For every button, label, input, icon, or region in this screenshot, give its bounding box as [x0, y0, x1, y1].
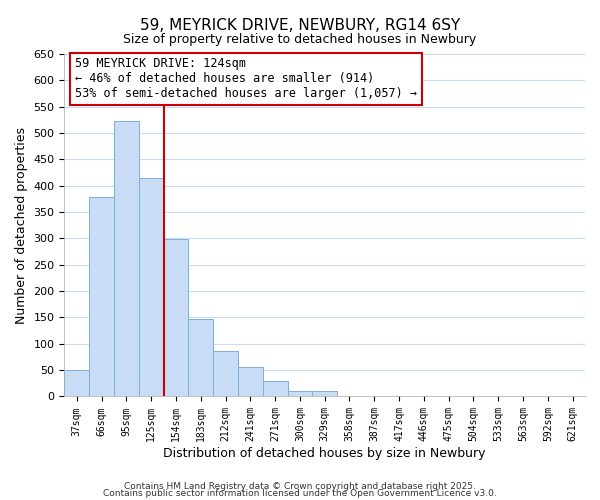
Bar [313, 391, 337, 396]
Y-axis label: Number of detached properties: Number of detached properties [15, 126, 28, 324]
Bar [263, 381, 287, 396]
Bar [213, 350, 238, 397]
Bar [188, 319, 213, 396]
Bar [64, 370, 89, 396]
Text: 59 MEYRICK DRIVE: 124sqm
← 46% of detached houses are smaller (914)
53% of semi-: 59 MEYRICK DRIVE: 124sqm ← 46% of detach… [75, 58, 417, 100]
Bar [238, 368, 263, 396]
Bar [114, 122, 139, 396]
Text: Contains public sector information licensed under the Open Government Licence v3: Contains public sector information licen… [103, 490, 497, 498]
Text: 59, MEYRICK DRIVE, NEWBURY, RG14 6SY: 59, MEYRICK DRIVE, NEWBURY, RG14 6SY [140, 18, 460, 32]
Text: Contains HM Land Registry data © Crown copyright and database right 2025.: Contains HM Land Registry data © Crown c… [124, 482, 476, 491]
Bar [89, 198, 114, 396]
Bar [287, 391, 313, 396]
Text: Size of property relative to detached houses in Newbury: Size of property relative to detached ho… [124, 32, 476, 46]
Bar [164, 240, 188, 396]
Bar [139, 178, 164, 396]
X-axis label: Distribution of detached houses by size in Newbury: Distribution of detached houses by size … [163, 447, 486, 460]
